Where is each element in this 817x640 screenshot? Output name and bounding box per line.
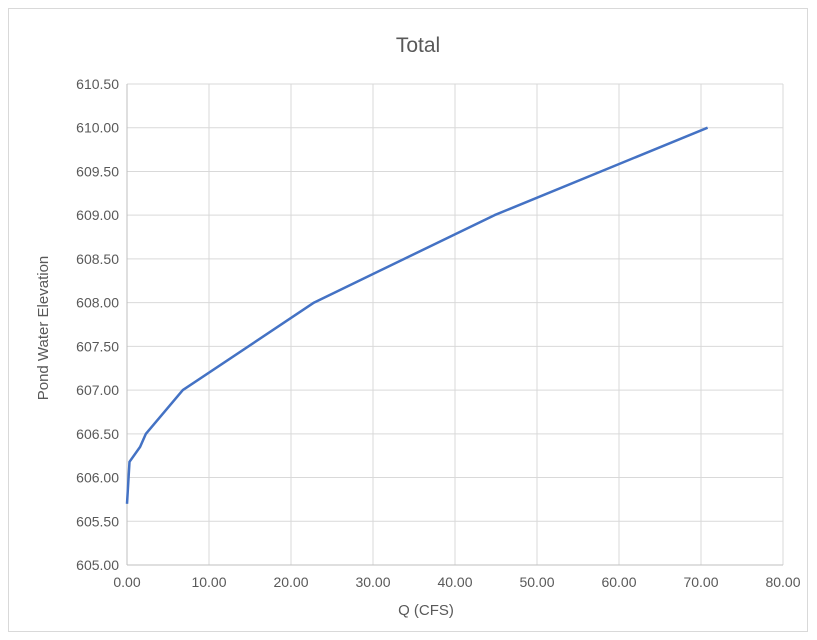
y-tick-label: 606.00 bbox=[76, 470, 119, 486]
y-tick-label: 605.50 bbox=[76, 513, 119, 529]
x-axis-title: Q (CFS) bbox=[398, 602, 454, 619]
line-chart: Total 605.00 605.50 606.00 606.50 607.00 607.… bbox=[35, 34, 801, 619]
gridlines bbox=[127, 83, 784, 565]
chart-container: Total 605.00 605.50 606.00 606.50 607.00 607.… bbox=[8, 8, 808, 632]
y-tick-label: 608.50 bbox=[76, 251, 119, 267]
x-tick-label: 80.00 bbox=[765, 574, 800, 590]
y-tick-label: 608.00 bbox=[76, 295, 119, 311]
x-tick-label: 0.00 bbox=[113, 574, 140, 590]
y-tick-label: 609.00 bbox=[76, 207, 119, 223]
series-line bbox=[125, 126, 709, 504]
x-tick-label: 10.00 bbox=[191, 574, 226, 590]
y-tick-label: 610.50 bbox=[76, 76, 119, 92]
y-tick-label: 607.50 bbox=[76, 338, 119, 354]
x-tick-label: 20.00 bbox=[273, 574, 308, 590]
x-tick-label: 40.00 bbox=[437, 574, 472, 590]
y-tick-label: 609.50 bbox=[76, 163, 119, 179]
chart-title: Total bbox=[396, 34, 440, 57]
series-layer bbox=[125, 126, 709, 504]
x-tick-label: 50.00 bbox=[519, 574, 554, 590]
y-tick-label: 607.00 bbox=[76, 382, 119, 398]
y-tick-label: 606.50 bbox=[76, 426, 119, 442]
x-tick-label: 70.00 bbox=[683, 574, 718, 590]
y-tick-label: 610.00 bbox=[76, 120, 119, 136]
y-tick-label: 605.00 bbox=[76, 557, 119, 573]
x-tick-label: 30.00 bbox=[355, 574, 390, 590]
tick-labels: 605.00 605.50 606.00 606.50 607.00 607.50 608.… bbox=[76, 76, 801, 590]
x-tick-label: 60.00 bbox=[601, 574, 636, 590]
y-axis-title: Pond Water Elevation bbox=[35, 256, 52, 401]
